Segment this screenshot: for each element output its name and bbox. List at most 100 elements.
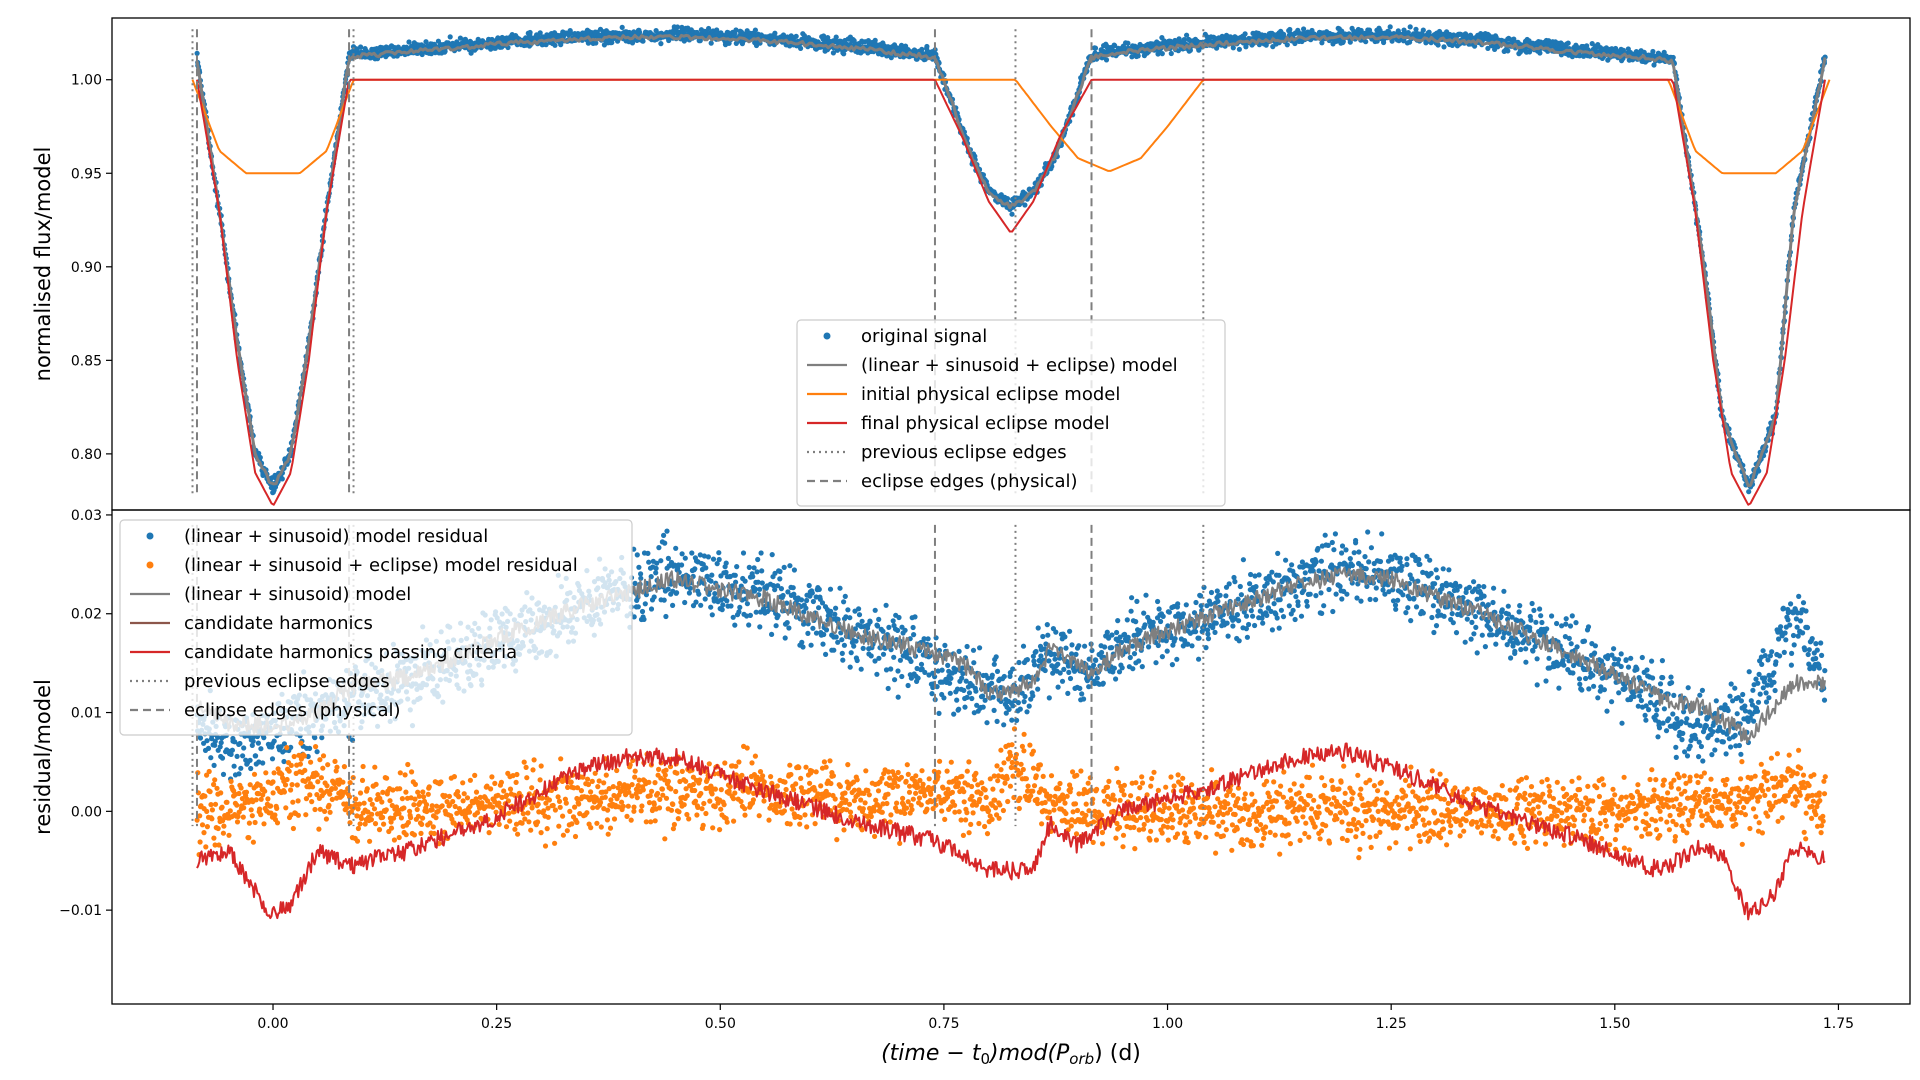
bottom-series-0-point — [240, 753, 246, 759]
top-series-0-point — [194, 50, 200, 56]
bottom-series-0-point — [1247, 581, 1253, 587]
top-series-0-point — [1230, 45, 1236, 51]
bottom-series-0-point — [1160, 613, 1166, 620]
bottom-series-0-point — [724, 598, 730, 604]
top-series-0-point — [1407, 24, 1413, 30]
bottom-series-0-point — [1094, 675, 1100, 681]
bottom-series-0-point — [816, 586, 822, 593]
bottom-series-0-point — [880, 651, 887, 657]
bottom-series-0-point — [1169, 662, 1175, 668]
top-series-0-point — [752, 27, 759, 33]
bottom-series-0-point — [780, 592, 786, 599]
top-legend-label-0: original signal — [861, 326, 987, 347]
bottom-series-0-point — [1189, 643, 1195, 649]
bottom-series-0-point — [740, 550, 747, 556]
bottom-series-0-point — [1076, 643, 1082, 649]
top-series-0-point — [1004, 196, 1011, 202]
bottom-series-0-point — [1115, 618, 1121, 624]
top-series-0-point — [924, 43, 930, 50]
bottom-series-0-point — [1130, 666, 1136, 672]
bottom-series-0-point — [645, 550, 651, 557]
bottom-series-0-point — [966, 690, 973, 696]
bottom-series-0-point — [260, 760, 266, 766]
bottom-series-0-point — [1174, 656, 1180, 662]
bottom-series-0-point — [664, 528, 670, 534]
bottom-series-0-point — [989, 672, 995, 678]
bottom-series-0-point — [236, 771, 242, 777]
bottom-series-0-point — [673, 545, 679, 551]
bottom-series-0-point — [858, 666, 864, 672]
bottom-series-0-point — [719, 607, 725, 613]
bottom-series-0-point — [1224, 620, 1230, 626]
bottom-series-0-point — [750, 574, 756, 580]
top-series-0-point — [1319, 40, 1325, 46]
bottom-series-0-point — [1127, 654, 1133, 661]
bottom-series-0-point — [977, 645, 983, 651]
bottom-series-0-point — [895, 694, 901, 700]
bottom-series-0-point — [1053, 629, 1059, 635]
bottom-series-0-point — [888, 666, 894, 672]
top-series-0-point — [527, 29, 533, 36]
bottom-series-0-point — [1022, 693, 1028, 700]
bottom-series-0-point — [682, 555, 688, 561]
bottom-series-0-point — [1252, 622, 1258, 629]
top-series-0-point — [406, 39, 412, 45]
bottom-series-0-point — [1212, 629, 1218, 636]
bottom-series-0-point — [799, 639, 805, 645]
bottom-series-0-point — [831, 647, 837, 653]
top-series-0-point — [640, 38, 646, 44]
bottom-series-0-point — [806, 582, 812, 589]
top-series-0-point — [1420, 27, 1426, 33]
top-legend-label-1: (linear + sinusoid + eclipse) model — [861, 355, 1178, 376]
bottom-series-0-point — [1033, 648, 1039, 655]
bottom-series-0-point — [744, 601, 751, 607]
bottom-series-0-point — [1150, 619, 1156, 626]
bottom-series-0-point — [833, 605, 839, 611]
top-ytick-label-2: 0.90 — [71, 260, 102, 276]
bottom-series-0-point — [1223, 593, 1229, 599]
top-series-0-point — [798, 45, 804, 52]
top-series-0-point — [1204, 34, 1210, 40]
top-series-0-point — [1287, 26, 1293, 33]
bottom-series-0-point — [980, 704, 986, 710]
top-series-0-point — [1413, 26, 1419, 32]
bottom-series-0-point — [656, 545, 662, 551]
bottom-series-0-point — [742, 578, 748, 584]
bottom-series-0-point — [947, 690, 953, 696]
bottom-series-0-point — [1061, 666, 1067, 673]
bottom-series-0-point — [890, 618, 896, 624]
bottom-series-0-point — [1024, 709, 1030, 715]
top-series-0-point — [1168, 50, 1174, 57]
bottom-series-0-point — [1001, 673, 1007, 680]
bottom-series-0-point — [1059, 678, 1066, 684]
bottom-series-0-point — [1040, 633, 1046, 640]
bottom-series-0-point — [1065, 690, 1071, 697]
bottom-series-0-point — [1213, 620, 1219, 626]
bottom-series-0-point — [1238, 592, 1244, 598]
bottom-series-0-point — [269, 756, 276, 762]
bottom-series-0-point — [1141, 610, 1147, 616]
bottom-series-0-point — [1166, 609, 1172, 615]
bottom-series-0-point — [1104, 629, 1110, 635]
bottom-series-0-point — [969, 695, 975, 702]
bottom-series-0-point — [809, 590, 815, 596]
bottom-series-0-point — [258, 746, 264, 752]
bottom-series-0-point — [218, 740, 224, 746]
bottom-series-0-point — [782, 635, 788, 641]
top-series-0-point — [442, 48, 448, 54]
bottom-series-0-point — [1274, 615, 1280, 621]
bottom-series-0-point — [1079, 691, 1085, 697]
bottom-series-0-point — [1193, 599, 1199, 606]
bottom-series-0-point — [1102, 644, 1108, 650]
bottom-series-0-point — [1226, 581, 1232, 587]
bottom-series-0-point — [1217, 592, 1223, 598]
top-series-0-point — [1236, 46, 1242, 52]
bottom-series-0-point — [1128, 608, 1134, 614]
bottom-series-0-point — [775, 613, 781, 619]
bottom-series-0-point — [1067, 675, 1074, 682]
top-y-axis-label: normalised flux/model — [31, 147, 55, 382]
top-series-0-point — [1358, 27, 1364, 34]
bottom-series-0-point — [1183, 602, 1189, 608]
bottom-series-0-point — [679, 551, 685, 557]
top-series-0-point — [1381, 39, 1387, 46]
